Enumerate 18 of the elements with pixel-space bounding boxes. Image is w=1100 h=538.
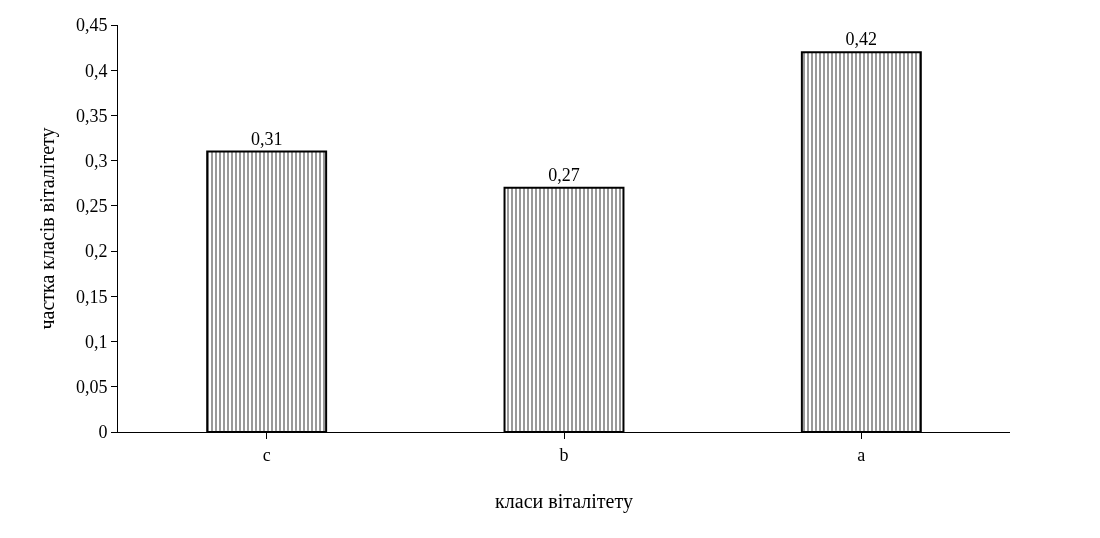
- y-axis-title: частка класів віталітету: [36, 127, 60, 330]
- data-label: 0,42: [845, 29, 878, 50]
- y-tick-label: 0,4: [84, 60, 108, 81]
- y-tick-label: 0: [98, 422, 108, 443]
- x-tick-label: a: [857, 444, 866, 465]
- data-label: 0,27: [548, 164, 580, 185]
- y-tick-label: 0,3: [84, 150, 108, 171]
- y-tick-label: 0,1: [84, 331, 108, 352]
- x-tick-label: c: [262, 444, 271, 465]
- y-tick-label: 0,2: [84, 241, 108, 262]
- y-tick-label: 0,45: [75, 15, 108, 36]
- data-label: 0,31: [250, 128, 283, 149]
- y-tick-label: 0,35: [75, 105, 108, 126]
- y-tick-label: 0,05: [75, 377, 108, 398]
- y-tick-label: 0,15: [75, 286, 108, 307]
- y-tick-label: 0,25: [75, 196, 108, 217]
- x-tick-label: b: [559, 444, 569, 465]
- x-axis-title: класи віталітету: [495, 490, 633, 514]
